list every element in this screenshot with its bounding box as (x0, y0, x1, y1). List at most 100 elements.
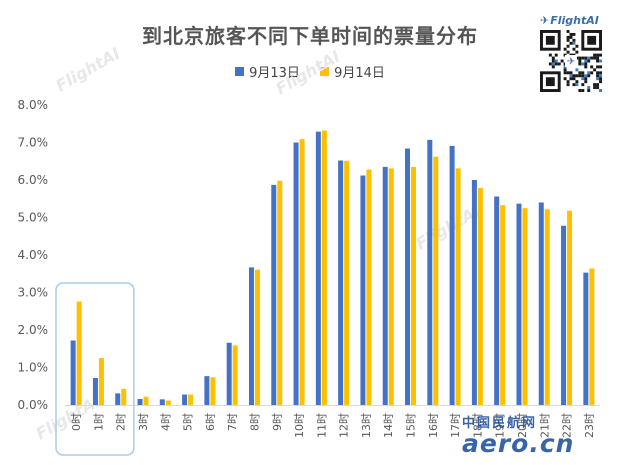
bar-series-2 (277, 180, 283, 405)
site-watermark: 中国民航网 aero.cn (462, 412, 612, 457)
bar-series-2 (388, 168, 394, 405)
bar-series-2 (366, 169, 372, 405)
x-tick-label: 0时 (70, 413, 83, 431)
x-tick-label: 6时 (204, 413, 217, 431)
bar-series-2 (299, 139, 305, 405)
x-tick-label: 19时 (494, 413, 507, 438)
bar-series-1 (338, 160, 344, 405)
bar-series-2 (500, 205, 506, 405)
bar-series-2 (567, 210, 573, 405)
site-watermark-cn: 中国民航网 (462, 416, 538, 431)
x-tick-label: 18时 (471, 413, 484, 438)
y-tick-label: 7.0% (18, 136, 49, 150)
x-tick-label: 13时 (360, 413, 373, 438)
x-tick-label: 11时 (315, 413, 328, 438)
bar-series-2 (477, 187, 483, 405)
bar-series-1 (427, 139, 433, 405)
bar-series-2 (254, 269, 260, 405)
bar-series-2 (121, 388, 127, 405)
x-tick-label: 7时 (226, 413, 239, 431)
x-tick-label: 12时 (338, 413, 351, 438)
bar-series-1 (182, 394, 188, 405)
bar-series-2 (98, 358, 104, 405)
qr-code-icon: ✈ (540, 30, 602, 92)
y-tick-label: 8.0% (18, 98, 49, 112)
bar-series-1 (159, 399, 165, 405)
x-tick-label: 9时 (271, 413, 284, 431)
site-watermark-en: aero.cn (462, 429, 575, 458)
bar-series-1 (271, 184, 277, 405)
x-tick-label: 16时 (427, 413, 440, 438)
y-tick-label: 0.0% (18, 398, 49, 412)
bar-series-1 (315, 131, 321, 405)
x-tick-label: 22时 (561, 413, 574, 438)
bar-series-2 (344, 160, 350, 405)
bar-series-2 (232, 345, 238, 405)
bar-series-2 (589, 268, 595, 405)
bar-series-1 (115, 393, 121, 405)
x-tick-label: 20时 (516, 413, 529, 438)
logo-text: FlightAI (550, 14, 599, 27)
bar-series-1 (538, 202, 544, 405)
x-tick-label: 10时 (293, 413, 306, 438)
x-tick-label: 3时 (137, 413, 150, 431)
bar-series-2 (321, 130, 327, 405)
legend-item-series-1: 9月13日 (235, 62, 300, 81)
x-tick-label: 2时 (115, 413, 128, 431)
bar-series-2 (188, 394, 194, 405)
chart-legend: 9月13日 9月14日 (0, 62, 620, 81)
y-tick-label: 1.0% (18, 361, 49, 375)
bar-series-2 (411, 166, 417, 405)
x-tick-label: 15时 (405, 413, 418, 438)
bar-series-1 (293, 142, 299, 405)
y-tick-label: 4.0% (18, 248, 49, 262)
chart-title: 到北京旅客不同下单时间的票量分布 (142, 24, 478, 48)
bar-series-2 (165, 400, 171, 405)
y-tick-label: 2.0% (18, 323, 49, 337)
bar-series-1 (471, 180, 477, 405)
y-tick-label: 6.0% (18, 173, 49, 187)
legend-label-series-2: 9月14日 (334, 66, 385, 81)
legend-label-series-1: 9月13日 (249, 66, 300, 81)
bar-series-2 (522, 208, 528, 405)
bar-series-1 (449, 145, 455, 405)
legend-swatch-series-1 (235, 67, 245, 76)
bar-series-2 (210, 377, 216, 405)
legend-swatch-series-2 (320, 67, 330, 76)
bar-series-2 (76, 301, 82, 405)
bar-series-1 (360, 175, 366, 405)
bar-series-1 (561, 225, 567, 405)
bar-series-1 (494, 196, 500, 405)
bar-series-2 (544, 209, 550, 405)
background-watermark: FlightAI (53, 44, 124, 96)
x-tick-label: 5时 (182, 413, 195, 431)
x-tick-label: 8时 (248, 413, 261, 431)
svg-text:✈: ✈ (567, 57, 575, 68)
bar-series-1 (204, 376, 210, 405)
legend-item-series-2: 9月14日 (320, 62, 385, 81)
bar-series-1 (92, 378, 98, 405)
x-tick-label: 23时 (583, 413, 596, 438)
y-tick-label: 3.0% (18, 286, 49, 300)
x-tick-label: 4时 (159, 413, 172, 431)
bar-series-1 (405, 148, 411, 405)
bar-series-1 (226, 342, 232, 405)
y-tick-label: 5.0% (18, 211, 49, 225)
x-tick-label: 1时 (92, 413, 105, 431)
bar-series-2 (433, 156, 439, 405)
bar-series-2 (143, 396, 149, 405)
bar-series-1 (583, 272, 589, 405)
bar-series-1 (516, 203, 522, 405)
bar-series-1 (248, 267, 254, 405)
bar-series-1 (70, 340, 76, 405)
flightai-logo: ✈FlightAI (540, 14, 610, 27)
x-tick-label: 21时 (538, 413, 551, 438)
highlight-box (55, 282, 135, 456)
plane-icon: ✈ (540, 14, 550, 27)
bar-series-1 (382, 166, 388, 405)
bar-series-1 (137, 399, 143, 405)
background-watermark: FlightAI (273, 47, 344, 99)
x-tick-label: 17时 (449, 413, 462, 438)
bar-series-2 (455, 168, 461, 405)
